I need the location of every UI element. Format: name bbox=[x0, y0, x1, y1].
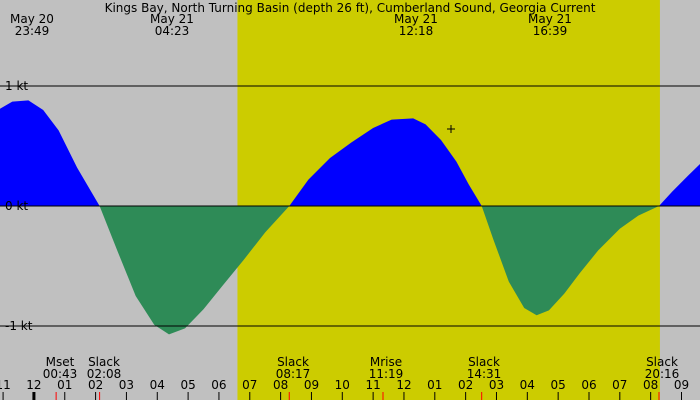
x-tick-label-8: 07 bbox=[242, 378, 257, 392]
x-tick-label-1: 12 bbox=[26, 378, 41, 392]
x-tick-label-7: 06 bbox=[211, 378, 226, 392]
bottom-event-label-2: Slack bbox=[277, 355, 309, 369]
ebb-area-1 bbox=[99, 206, 290, 335]
x-tick-label-19: 06 bbox=[581, 378, 596, 392]
bottom-event-label-4: Slack bbox=[468, 355, 500, 369]
flood-area-2 bbox=[289, 118, 482, 206]
top-event-date-2: May 21 bbox=[394, 12, 438, 26]
y-tick-label-0: 1 kt bbox=[5, 79, 28, 93]
x-tick-label-0: 11 bbox=[0, 378, 11, 392]
x-tick-label-17: 04 bbox=[520, 378, 535, 392]
y-tick-label-1: 0 kt bbox=[5, 199, 28, 213]
bottom-event-time-3: 11:19 bbox=[369, 367, 404, 381]
bottom-event-time-4: 14:31 bbox=[467, 367, 502, 381]
bottom-event-label-1: Slack bbox=[88, 355, 120, 369]
x-tick-label-14: 01 bbox=[427, 378, 442, 392]
bottom-event-label-3: Mrise bbox=[370, 355, 402, 369]
x-tick-label-6: 05 bbox=[180, 378, 195, 392]
x-tick-label-20: 07 bbox=[612, 378, 627, 392]
x-tick-label-12: 11 bbox=[365, 378, 380, 392]
top-event-time-0: 23:49 bbox=[15, 24, 50, 38]
bottom-event-time-2: 08:17 bbox=[276, 367, 311, 381]
ebb-area-3 bbox=[481, 206, 659, 316]
x-tick-label-2: 01 bbox=[57, 378, 72, 392]
x-tick-label-3: 02 bbox=[88, 378, 103, 392]
midnight-marker bbox=[32, 392, 36, 400]
top-event-time-2: 12:18 bbox=[399, 24, 434, 38]
top-event-time-3: 16:39 bbox=[533, 24, 568, 38]
x-tick-label-4: 03 bbox=[119, 378, 134, 392]
flood-area-0 bbox=[0, 100, 100, 206]
x-tick-label-16: 03 bbox=[489, 378, 504, 392]
flood-area-4 bbox=[659, 164, 700, 206]
x-tick-label-13: 12 bbox=[396, 378, 411, 392]
top-event-time-1: 04:23 bbox=[155, 24, 190, 38]
bottom-event-time-5: 20:16 bbox=[645, 367, 680, 381]
y-tick-label-2: -1 kt bbox=[5, 319, 33, 333]
bottom-event-time-1: 02:08 bbox=[87, 367, 122, 381]
x-tick-label-18: 05 bbox=[551, 378, 566, 392]
x-tick-label-22: 09 bbox=[674, 378, 689, 392]
bottom-event-label-5: Slack bbox=[646, 355, 678, 369]
top-event-date-3: May 21 bbox=[528, 12, 572, 26]
x-tick-label-21: 08 bbox=[643, 378, 658, 392]
x-tick-label-5: 04 bbox=[150, 378, 165, 392]
top-event-date-1: May 21 bbox=[150, 12, 194, 26]
chart-title: Kings Bay, North Turning Basin (depth 26… bbox=[105, 1, 596, 15]
x-tick-label-15: 02 bbox=[458, 378, 473, 392]
bottom-event-time-0: 00:43 bbox=[43, 367, 78, 381]
x-tick-label-9: 08 bbox=[273, 378, 288, 392]
top-event-date-0: May 20 bbox=[10, 12, 54, 26]
x-tick-label-11: 10 bbox=[335, 378, 350, 392]
bottom-event-label-0: Mset bbox=[46, 355, 75, 369]
x-tick-label-10: 09 bbox=[304, 378, 319, 392]
